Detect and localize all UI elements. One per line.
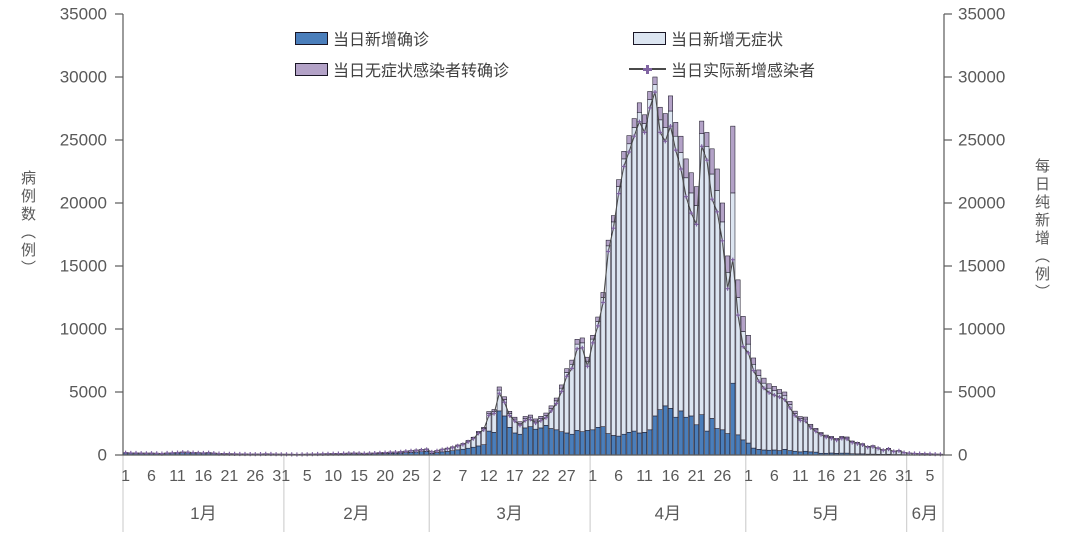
svg-text:10000: 10000 <box>60 320 107 339</box>
svg-text:6: 6 <box>770 468 779 485</box>
svg-text:11: 11 <box>636 468 653 485</box>
actual-infections-markers <box>123 90 943 457</box>
y-axis-right-labels: 0 5000 10000 15000 20000 25000 30000 35000 <box>958 5 1005 465</box>
svg-text:35000: 35000 <box>60 5 107 24</box>
legend-label-asymptomatic: 当日新增无症状 <box>671 32 784 49</box>
svg-text:6月: 6月 <box>912 504 938 523</box>
svg-text:25: 25 <box>402 468 420 485</box>
svg-text:1月: 1月 <box>190 504 216 523</box>
legend-item-converted: 当日无症状感染者转确诊 <box>295 57 509 81</box>
svg-text:6: 6 <box>614 468 623 485</box>
line-marker-sample <box>629 63 666 76</box>
svg-text:10000: 10000 <box>958 320 1005 339</box>
svg-text:16: 16 <box>662 468 680 485</box>
svg-text:3月: 3月 <box>496 504 522 523</box>
svg-text:12: 12 <box>480 468 498 485</box>
svg-text:20000: 20000 <box>958 194 1005 213</box>
svg-text:25000: 25000 <box>60 131 107 150</box>
y-axis-right-title: 每日纯新增（例） <box>1033 158 1050 302</box>
svg-text:2: 2 <box>433 468 442 485</box>
svg-text:5: 5 <box>926 468 935 485</box>
svg-text:0: 0 <box>958 446 967 465</box>
y-axis-left-labels: 0 5000 10000 15000 20000 25000 30000 35000 <box>60 5 107 465</box>
svg-text:22: 22 <box>532 468 550 485</box>
svg-text:5: 5 <box>303 468 312 485</box>
legend-label-actual-line: 当日实际新增感染者 <box>671 63 816 80</box>
y-axis-left-title: 病例数（例） <box>19 170 36 278</box>
svg-text:7: 7 <box>458 468 467 485</box>
svg-text:5000: 5000 <box>958 383 996 402</box>
svg-text:30000: 30000 <box>958 68 1005 87</box>
asymptomatic-swatch <box>633 31 666 45</box>
svg-text:16: 16 <box>817 468 835 485</box>
legend-item-asymptomatic: 当日新增无症状 <box>633 26 783 50</box>
svg-text:21: 21 <box>221 468 239 485</box>
svg-text:11: 11 <box>792 468 809 485</box>
axes <box>115 13 952 456</box>
svg-text:15000: 15000 <box>60 257 107 276</box>
svg-text:15: 15 <box>350 468 368 485</box>
svg-text:16: 16 <box>195 468 213 485</box>
bars-series-0 <box>123 382 943 456</box>
confirmed-swatch <box>295 31 328 45</box>
svg-text:10: 10 <box>324 468 342 485</box>
svg-text:4月: 4月 <box>655 504 681 523</box>
svg-text:6: 6 <box>147 468 156 485</box>
svg-text:5000: 5000 <box>69 383 107 402</box>
svg-text:20: 20 <box>376 468 394 485</box>
svg-text:1: 1 <box>588 468 597 485</box>
actual-infections-line <box>125 91 941 456</box>
svg-text:5月: 5月 <box>813 504 839 523</box>
svg-text:17: 17 <box>506 468 524 485</box>
legend-label-converted: 当日无症状感染者转确诊 <box>333 63 510 80</box>
svg-text:30000: 30000 <box>60 68 107 87</box>
svg-text:26: 26 <box>714 468 732 485</box>
svg-text:1: 1 <box>744 468 753 485</box>
legend-item-actual-line: 当日实际新增感染者 <box>629 57 815 81</box>
legend-label-confirmed: 当日新增确诊 <box>333 32 430 49</box>
svg-text:20000: 20000 <box>60 194 107 213</box>
svg-text:11: 11 <box>169 468 186 485</box>
converted-swatch <box>295 62 328 76</box>
svg-text:0: 0 <box>98 446 107 465</box>
svg-text:26: 26 <box>246 468 264 485</box>
svg-text:21: 21 <box>688 468 706 485</box>
svg-text:2月: 2月 <box>343 504 369 523</box>
svg-text:21: 21 <box>843 468 861 485</box>
x-axis-day-labels: 1 6 11 16 21 26 31 5 10 15 20 25 2 7 12 17 22 27 1 6 11 16 21 2… <box>121 468 934 485</box>
svg-text:15000: 15000 <box>958 257 1005 276</box>
svg-text:31: 31 <box>895 468 913 485</box>
svg-text:35000: 35000 <box>958 5 1005 24</box>
bars-series-1 <box>123 84 943 456</box>
month-separators <box>122 455 944 532</box>
svg-text:25000: 25000 <box>958 131 1005 150</box>
svg-text:27: 27 <box>558 468 576 485</box>
month-labels: 1月 2月 3月 4月 5月 6月 <box>190 504 938 523</box>
legend-item-confirmed: 当日新增确诊 <box>295 26 429 50</box>
bars-series-2 <box>123 76 943 455</box>
svg-text:31: 31 <box>272 468 290 485</box>
svg-text:1: 1 <box>121 468 130 485</box>
svg-text:26: 26 <box>869 468 887 485</box>
